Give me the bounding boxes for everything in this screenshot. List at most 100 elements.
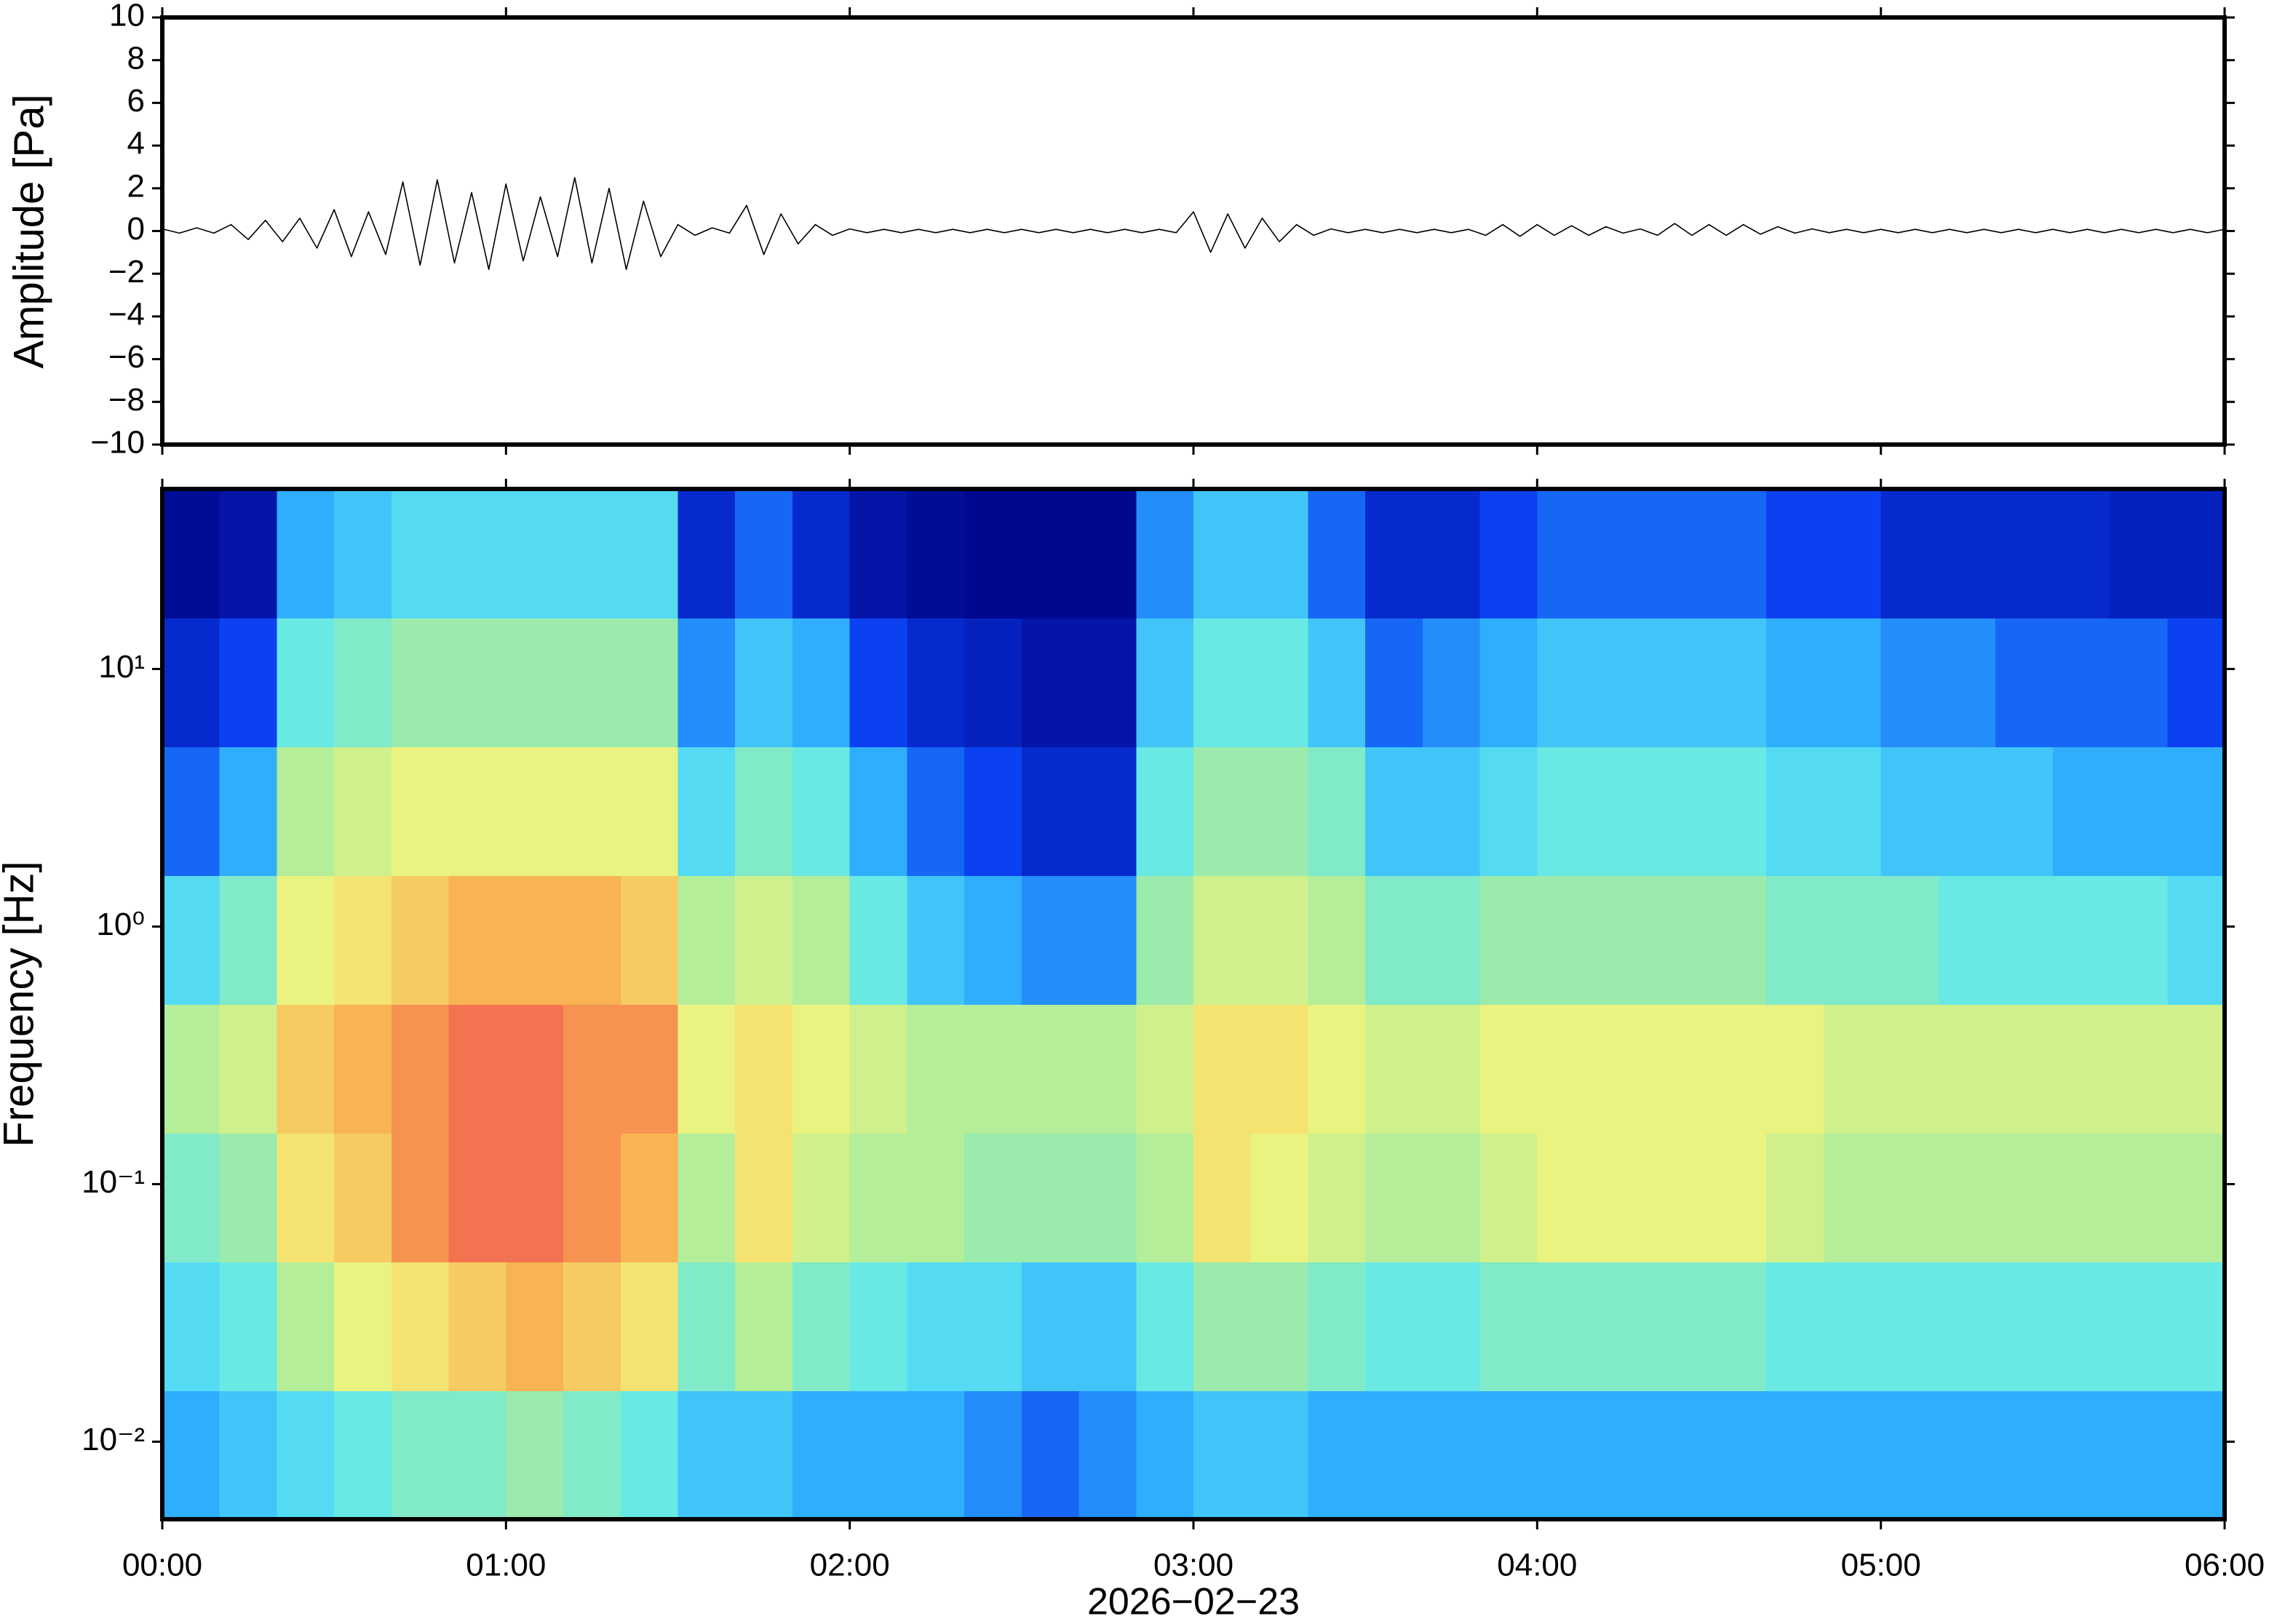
spectrogram-cell bbox=[277, 618, 335, 747]
spectrogram-cell bbox=[735, 1390, 793, 1520]
spectrogram-cell bbox=[162, 489, 220, 618]
spectrogram-cell bbox=[1880, 1133, 1939, 1262]
spectrogram-cell bbox=[1193, 747, 1252, 876]
spectrogram-cell bbox=[277, 1133, 335, 1262]
spectrogram-cell bbox=[1995, 1262, 2054, 1391]
spectrogram-cell bbox=[1938, 1390, 1996, 1520]
spectrogram-cell bbox=[849, 618, 908, 747]
spectrogram-cell bbox=[1651, 747, 1710, 876]
spectrogram-cell bbox=[1250, 489, 1309, 618]
spectrogram-cell bbox=[677, 1390, 736, 1520]
spectrogram-cell bbox=[1651, 618, 1710, 747]
spectrogram-cell bbox=[391, 1390, 450, 1520]
spectrogram-cell bbox=[2052, 618, 2111, 747]
spectrogram-cell bbox=[2052, 875, 2111, 1005]
spectrogram-cell bbox=[907, 875, 965, 1005]
waveform bbox=[162, 177, 2225, 271]
spectrogram-cell bbox=[1308, 747, 1366, 876]
spectrogram-cell bbox=[563, 489, 621, 618]
spectrogram-cell bbox=[1594, 1004, 1653, 1134]
y-tick-label: −2 bbox=[108, 254, 145, 290]
spectrogram-cell bbox=[1537, 489, 1595, 618]
y-tick-label: −6 bbox=[108, 339, 145, 375]
spectrogram-cell bbox=[2167, 1004, 2225, 1134]
panel: −10 −8 −6 −4 −2 0 2 4 6 8 10 bbox=[90, 0, 2235, 461]
spectrogram-cell bbox=[563, 1390, 621, 1520]
spectrogram-cell bbox=[1823, 489, 1882, 618]
spectrogram-cell bbox=[1422, 1390, 1481, 1520]
spectrogram-cell bbox=[1880, 618, 1939, 747]
spectrogram-cell bbox=[1078, 1004, 1137, 1134]
spectrogram-cell bbox=[2167, 1133, 2225, 1262]
spectrogram-cell bbox=[620, 1004, 679, 1134]
spectrogram-cell bbox=[1365, 1390, 1423, 1520]
spectrogram-cell bbox=[1021, 1390, 1080, 1520]
y-tick-label: 10⁰ bbox=[96, 907, 145, 942]
spectrogram-cell bbox=[563, 1133, 621, 1262]
spectrogram-cell bbox=[1365, 875, 1423, 1005]
spectrogram-cell bbox=[1709, 747, 1768, 876]
spectrogram-cell bbox=[219, 489, 278, 618]
y-tick-label: 0 bbox=[127, 211, 145, 247]
spectrogram-cell bbox=[907, 1390, 965, 1520]
spectrogram-cell bbox=[1766, 618, 1824, 747]
spectrogram-cell bbox=[1021, 747, 1080, 876]
spectrogram-cell bbox=[1766, 747, 1824, 876]
spectrogram-cell bbox=[1594, 1262, 1653, 1391]
spectrogram-cell bbox=[2167, 489, 2225, 618]
spectrogram-cell bbox=[907, 1262, 965, 1391]
spectrogram-cell bbox=[964, 747, 1022, 876]
spectrogram-cell bbox=[1766, 1004, 1824, 1134]
spectrogram-cell bbox=[563, 747, 621, 876]
spectrogram-cell bbox=[1537, 747, 1595, 876]
spectrogram-cell bbox=[1880, 875, 1939, 1005]
amplitude-axis-title: Amplitude [Pa] bbox=[5, 94, 52, 368]
spectrogram-cell bbox=[391, 1262, 450, 1391]
spectrogram-cell bbox=[1136, 1262, 1194, 1391]
spectrogram-cell bbox=[1537, 1390, 1595, 1520]
y-tick-label: 10 bbox=[109, 0, 145, 33]
spectrogram-cell bbox=[1078, 1262, 1137, 1391]
spectrogram-cell bbox=[1250, 1390, 1309, 1520]
spectrogram-cell bbox=[1651, 1004, 1710, 1134]
spectrogram-cell bbox=[1995, 1390, 2054, 1520]
spectrogram-cell bbox=[448, 1133, 507, 1262]
spectrogram-cell bbox=[563, 1004, 621, 1134]
spectrogram-cell bbox=[334, 489, 392, 618]
spectrogram-cell bbox=[1193, 489, 1252, 618]
spectrogram-cell bbox=[219, 1004, 278, 1134]
spectrogram-cell bbox=[1021, 618, 1080, 747]
spectrogram-cell bbox=[2110, 489, 2169, 618]
spectrogram-cell bbox=[1308, 1262, 1366, 1391]
spectrogram-cell bbox=[2052, 1133, 2111, 1262]
spectrogram-cell bbox=[1136, 1004, 1194, 1134]
spectrogram-cell bbox=[1709, 1262, 1768, 1391]
spectrogram-cell bbox=[907, 618, 965, 747]
spectrogram-cell bbox=[1938, 489, 1996, 618]
spectrogram-cell bbox=[1250, 1262, 1309, 1391]
spectrogram-cell bbox=[1709, 1390, 1768, 1520]
spectrogram-cell bbox=[849, 747, 908, 876]
y-tick-label: 10¹ bbox=[98, 649, 145, 685]
spectrogram-cell bbox=[1594, 1133, 1653, 1262]
spectrogram-cell bbox=[735, 1133, 793, 1262]
spectrogram-cell bbox=[1995, 489, 2054, 618]
spectrogram-cell bbox=[1537, 1262, 1595, 1391]
spectrogram-cell bbox=[162, 1390, 220, 1520]
spectrogram-cell bbox=[1995, 618, 2054, 747]
frequency-axis-title: Frequency [Hz] bbox=[0, 861, 42, 1147]
spectrogram-cell bbox=[1021, 1004, 1080, 1134]
spectrogram-cell bbox=[1193, 1262, 1252, 1391]
spectrogram-cell bbox=[563, 618, 621, 747]
date-label: 2026−02−23 bbox=[1087, 1581, 1300, 1623]
spectrogram-cell bbox=[1308, 1004, 1366, 1134]
y-tick-label: 10⁻¹ bbox=[82, 1164, 145, 1200]
spectrogram-cell bbox=[1365, 489, 1423, 618]
spectrogram-cell bbox=[2052, 1004, 2111, 1134]
spectrogram-cell bbox=[1308, 1390, 1366, 1520]
spectrogram-cell bbox=[792, 618, 851, 747]
spectrogram-cell bbox=[506, 1262, 564, 1391]
spectrogram-cell bbox=[620, 1390, 679, 1520]
x-tick-label: 03:00 bbox=[1153, 1548, 1233, 1583]
spectrogram-cell bbox=[2110, 1390, 2169, 1520]
